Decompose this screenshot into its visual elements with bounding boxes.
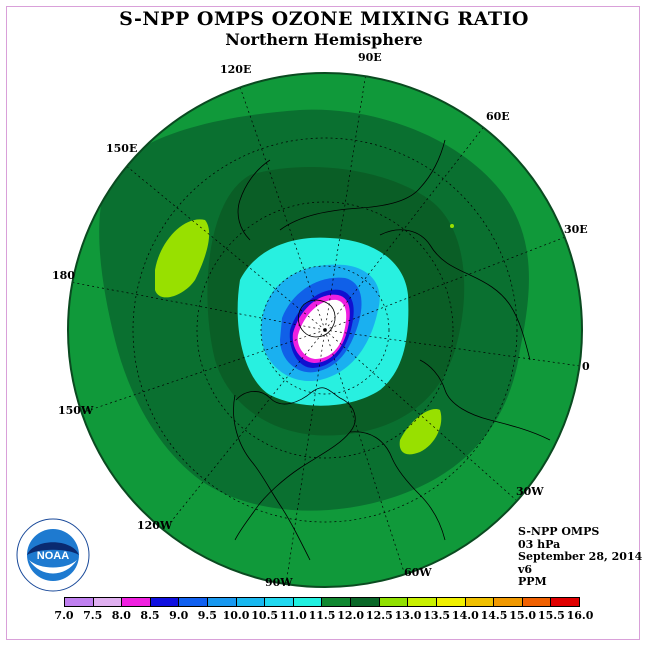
europe-coast bbox=[419, 359, 551, 441]
field-below-7-0 bbox=[297, 299, 347, 359]
colorbar-tick-label: 7.0 bbox=[54, 609, 74, 622]
north-america-coast bbox=[234, 387, 356, 541]
atlantic-coast bbox=[349, 431, 446, 541]
east-asia-coast bbox=[237, 159, 271, 241]
colorbar-tick-label: 13.5 bbox=[423, 609, 451, 622]
meridian-150e bbox=[123, 163, 326, 331]
lon-label-30w: 30W bbox=[516, 485, 544, 498]
longitude-labels: 90E 60E 30E 0 30W 60W 90W 120W 150W 180 … bbox=[52, 51, 590, 589]
lon-label-60e: 60E bbox=[486, 110, 510, 123]
meridian-120w bbox=[165, 329, 326, 529]
colorbar-swatch bbox=[208, 598, 237, 606]
colorbar-swatch bbox=[322, 598, 352, 606]
colorbar-tick-label: 15.0 bbox=[509, 609, 537, 622]
globe-outline bbox=[67, 72, 583, 588]
colorbar-tick-label: 14.5 bbox=[480, 609, 508, 622]
colorbar bbox=[64, 597, 580, 607]
colorbar-swatch bbox=[122, 598, 151, 606]
colorbar-swatch bbox=[93, 598, 123, 606]
info-date: September 28, 2014 bbox=[518, 550, 643, 563]
info-version: v6 bbox=[518, 562, 533, 576]
colorbar-swatch bbox=[65, 598, 94, 606]
lat-circle-30 bbox=[132, 137, 518, 523]
colorbar-swatch bbox=[351, 598, 380, 606]
info-instrument: S-NPP OMPS bbox=[518, 525, 600, 538]
colorbar-swatch bbox=[522, 598, 552, 606]
colorbar-tick-label: 10.5 bbox=[251, 609, 279, 622]
colorbar-tick-label: 12.5 bbox=[365, 609, 393, 622]
colorbar-tick-label: 7.5 bbox=[83, 609, 103, 622]
lat-circle-50 bbox=[196, 201, 454, 459]
colorbar-labels: 7.0 7.5 8.0 8.5 9.0 9.5 10.0 10.5 11.0 11.5 12.0 12… bbox=[0, 609, 648, 623]
graticule bbox=[69, 73, 581, 585]
coastlines bbox=[233, 139, 551, 561]
lon-label-0: 0 bbox=[582, 360, 590, 373]
colorbar-tick-label: 8.0 bbox=[111, 609, 131, 622]
colorbar-swatch bbox=[265, 598, 294, 606]
field-12-5-west bbox=[155, 219, 210, 298]
colorbar-tick-label: 9.5 bbox=[197, 609, 217, 622]
field-spot bbox=[450, 224, 454, 228]
colorbar-tick-label: 10.0 bbox=[222, 609, 250, 622]
meridian-60e bbox=[324, 123, 487, 331]
lon-label-180: 180 bbox=[52, 269, 75, 282]
siberia-coast bbox=[279, 139, 446, 231]
noaa-logo-text: NOAA bbox=[37, 550, 69, 562]
colorbar-swatch bbox=[179, 598, 209, 606]
lon-label-150w: 150W bbox=[58, 404, 94, 417]
colorbar-swatch bbox=[150, 598, 180, 606]
eurasia-coast bbox=[379, 229, 531, 361]
colorbar-tick-label: 12.0 bbox=[337, 609, 365, 622]
figure-frame bbox=[6, 6, 640, 640]
colorbar-tick-label: 11.5 bbox=[308, 609, 336, 622]
colorbar-swatch bbox=[293, 598, 323, 606]
info-units: PPM bbox=[518, 575, 547, 588]
colorbar-tick-label: 8.5 bbox=[140, 609, 160, 622]
colorbar-swatch bbox=[236, 598, 266, 606]
colorbar-swatch bbox=[465, 598, 495, 606]
greenland-coast bbox=[297, 299, 336, 338]
page-title: S-NPP OMPS OZONE MIXING RATIO bbox=[119, 8, 529, 30]
lon-label-120e: 120E bbox=[220, 63, 251, 76]
colorbar-tick-label: 13.0 bbox=[394, 609, 422, 622]
meridian-30e bbox=[324, 235, 569, 331]
colorbar-swatch bbox=[436, 598, 466, 606]
colorbar-tick-label: 15.5 bbox=[537, 609, 565, 622]
lon-label-30e: 30E bbox=[564, 223, 588, 236]
colorbar-swatch bbox=[408, 598, 437, 606]
meridian-180 bbox=[69, 281, 326, 331]
lon-label-150e: 150E bbox=[106, 142, 137, 155]
lon-label-120w: 120W bbox=[137, 519, 173, 532]
page-subtitle: Northern Hemisphere bbox=[225, 30, 423, 49]
field-12-5-east bbox=[399, 409, 442, 455]
colorbar-swatch bbox=[551, 598, 579, 606]
colorbar-tick-label: 14.0 bbox=[451, 609, 479, 622]
noaa-logo-icon: NOAA bbox=[16, 518, 90, 592]
colorbar-tick-label: 9.0 bbox=[169, 609, 189, 622]
colorbar-tick-label: 11.0 bbox=[279, 609, 307, 622]
colorbar-swatch bbox=[494, 598, 523, 606]
lon-label-60w: 60W bbox=[404, 566, 432, 579]
colorbar-swatch bbox=[379, 598, 409, 606]
product-info: S-NPP OMPS 03 hPa September 28, 2014 v6 … bbox=[518, 525, 643, 589]
info-level: 03 hPa bbox=[518, 537, 561, 551]
lat-circle-70 bbox=[260, 265, 390, 395]
lon-label-90e: 90E bbox=[358, 51, 382, 64]
colorbar-tick-label: 16.0 bbox=[566, 609, 594, 622]
meridian-90e bbox=[324, 73, 367, 331]
lon-label-90w: 90W bbox=[265, 576, 293, 589]
